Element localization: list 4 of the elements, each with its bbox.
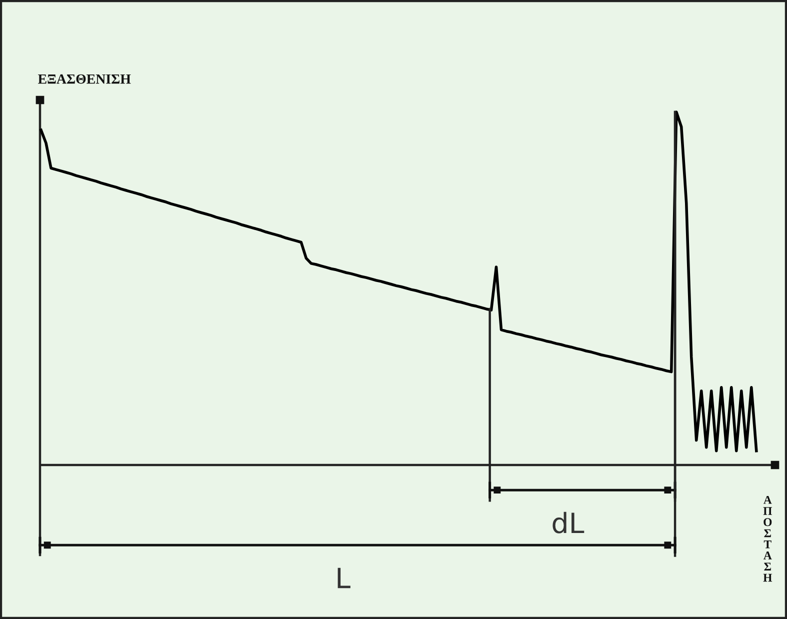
y-axis-title: ΕΞΑΣΘΕΝΙΣΗ: [38, 74, 131, 84]
x-axis-title: ΑΠΟΣΤΑΣΗ: [763, 496, 772, 582]
text: dL: [552, 512, 584, 534]
text: L: [338, 568, 350, 588]
